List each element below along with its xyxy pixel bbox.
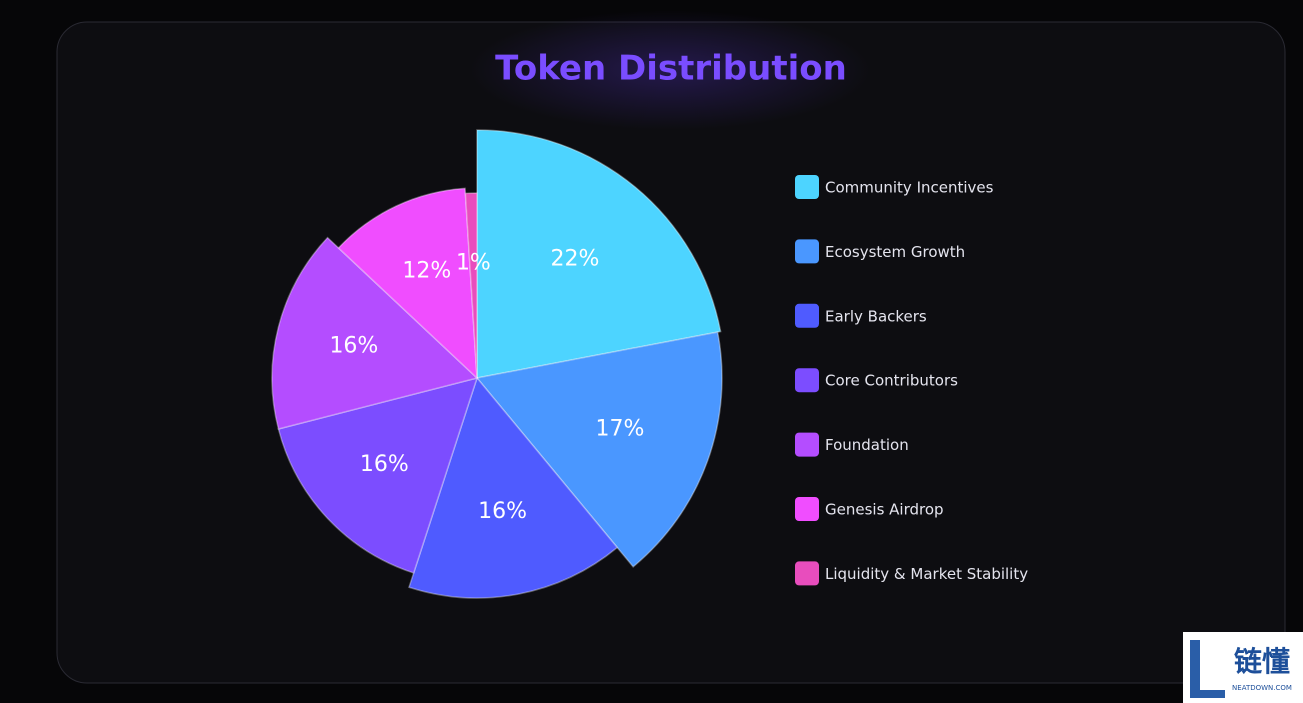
data-label: 1% [456, 250, 491, 275]
watermark-logo [1190, 640, 1225, 698]
pie-slice [475, 331, 723, 568]
legend-label: Liquidity & Market Stability [825, 565, 1028, 583]
data-label: 16% [329, 333, 378, 358]
pie: 22% 17% 16% 16% 16% 12% 1% [271, 129, 723, 599]
data-label: 17% [595, 416, 644, 441]
pie-slice [271, 236, 479, 430]
legend-label: Foundation [825, 436, 909, 454]
legend-swatch [795, 561, 819, 586]
legend-label: Community Incentives [825, 179, 994, 197]
watermark: 链懂 NEATDOWN.COM [1183, 632, 1303, 703]
legend: Community Incentives Ecosystem Growth Earl… [795, 175, 1028, 586]
legend-label: Core Contributors [825, 372, 958, 390]
watermark-subtitle: NEATDOWN.COM [1232, 684, 1292, 692]
pie-slice [337, 187, 478, 380]
watermark-title: 链懂 [1234, 645, 1290, 678]
legend-label: Genesis Airdrop [825, 501, 944, 519]
chart-title: Token Distribution [495, 49, 847, 89]
legend-label: Early Backers [825, 307, 927, 325]
legend-label: Ecosystem Growth [825, 243, 965, 261]
legend-swatch [795, 368, 819, 393]
legend-swatch [795, 303, 819, 328]
data-label: 16% [478, 499, 527, 524]
pie-slice [408, 376, 619, 599]
pie-slice [277, 376, 479, 574]
data-label: 16% [360, 452, 409, 477]
data-label: 12% [402, 258, 451, 283]
legend-swatch [795, 432, 819, 457]
pie-slice [476, 129, 722, 379]
title-glow [470, 10, 870, 130]
legend-swatch [795, 175, 819, 199]
legend-swatch [795, 497, 819, 521]
pie-slice [464, 192, 478, 379]
legend-swatch [795, 239, 819, 264]
data-label: 22% [551, 247, 600, 272]
